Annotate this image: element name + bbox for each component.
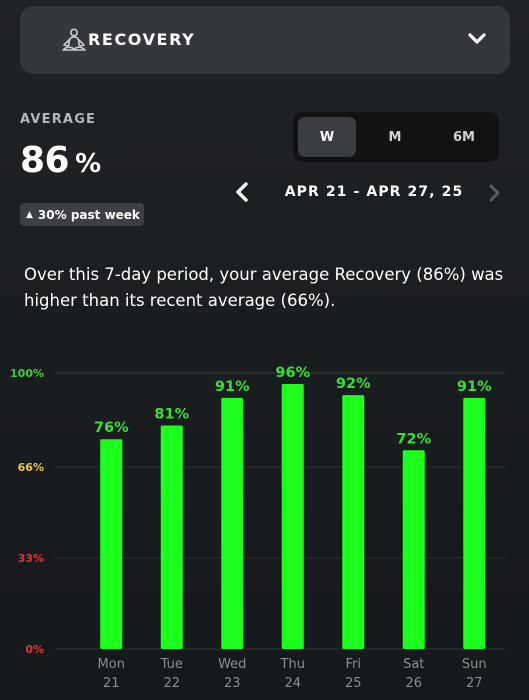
chevron-down-icon[interactable]	[466, 28, 488, 50]
x-tick-day-name: Sat	[403, 657, 424, 672]
meditation-icon	[62, 28, 86, 51]
x-tick-day-name: Wed	[218, 657, 246, 672]
x-tick-day-number: 21	[103, 676, 120, 691]
x-tick-day-number: 26	[405, 676, 422, 691]
bar	[100, 439, 123, 649]
x-tick-day-number: 25	[345, 676, 362, 691]
triangle-up-icon: ▲	[26, 209, 33, 220]
chevron-left-icon[interactable]	[233, 181, 251, 203]
average-value: 86%	[20, 140, 101, 181]
x-tick-day-number: 27	[466, 676, 483, 691]
bar	[402, 450, 425, 649]
x-tick-day-number: 23	[224, 676, 241, 691]
y-tick-label: 100%	[10, 367, 44, 380]
summary-text: Over this 7-day period, your average Rec…	[24, 265, 504, 310]
recovery-header[interactable]: RECOVERY	[20, 6, 510, 74]
chevron-right-icon[interactable]	[486, 183, 502, 203]
average-number: 86	[20, 140, 70, 181]
recovery-bar-chart: 100% 66% 33% 0% 76% Mon 21 81% Tue 22 91% Wed 23 96% T…	[10, 365, 505, 691]
delta-text: 30% past week	[37, 207, 140, 222]
period-option-week[interactable]: W	[298, 117, 356, 157]
x-tick-day-name: Thu	[280, 657, 305, 672]
bar-value-label: 96%	[275, 365, 310, 381]
average-unit: %	[75, 149, 101, 179]
bar-value-label: 92%	[336, 376, 371, 392]
average-label: AVERAGE	[20, 112, 97, 127]
x-tick-day-name: Mon	[98, 657, 125, 672]
period-selector: W M 6M	[293, 112, 499, 162]
period-option-month[interactable]: M	[388, 129, 402, 145]
date-range-label: APR 21 - APR 27, 25	[284, 184, 464, 200]
bar-value-label: 91%	[215, 379, 250, 395]
y-tick-label: 0%	[25, 643, 44, 656]
x-tick-day-name: Fri	[346, 657, 362, 672]
x-tick-day-number: 22	[163, 676, 180, 691]
bar	[221, 397, 244, 649]
bar-value-label: 81%	[154, 406, 189, 422]
bar-value-label: 76%	[94, 420, 129, 436]
header-title: RECOVERY	[88, 30, 196, 49]
bar	[160, 425, 183, 649]
delta-badge: ▲ 30% past week	[20, 203, 144, 226]
x-tick-day-name: Tue	[160, 657, 183, 672]
period-option-6month[interactable]: 6M	[453, 129, 475, 145]
y-tick-label: 66%	[18, 461, 44, 474]
bar	[463, 397, 486, 649]
bar-value-label: 91%	[457, 379, 492, 395]
x-tick-day-name: Sun	[462, 657, 487, 672]
bar-value-label: 72%	[396, 431, 431, 447]
bar	[342, 395, 365, 649]
bar	[281, 384, 304, 649]
x-tick-day-number: 24	[284, 676, 301, 691]
y-tick-label: 33%	[18, 552, 44, 565]
